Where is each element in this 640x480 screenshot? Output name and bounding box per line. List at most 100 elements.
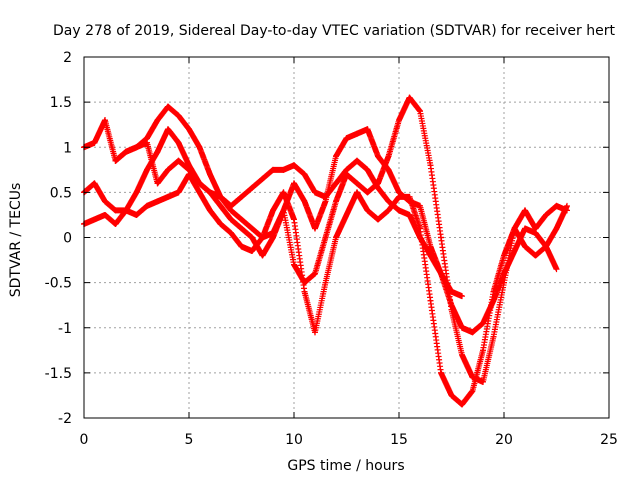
data-point bbox=[280, 207, 287, 214]
data-point bbox=[249, 184, 255, 191]
data-point bbox=[291, 216, 297, 223]
data-point bbox=[469, 387, 476, 394]
y-tick-label: 1 bbox=[63, 140, 72, 156]
data-point bbox=[175, 139, 182, 146]
data-point bbox=[144, 202, 150, 209]
data-point bbox=[196, 144, 203, 151]
data-point bbox=[312, 329, 318, 336]
data-point bbox=[438, 369, 444, 376]
data-point bbox=[354, 180, 360, 187]
data-point bbox=[375, 184, 381, 191]
data-point bbox=[364, 189, 371, 196]
data-point bbox=[270, 234, 276, 241]
x-tick-label: 15 bbox=[390, 432, 408, 448]
series-arc-a bbox=[81, 103, 465, 300]
data-point bbox=[343, 211, 350, 218]
data-point bbox=[322, 193, 329, 200]
data-point bbox=[385, 153, 392, 160]
data-point bbox=[133, 211, 140, 218]
y-tick-label: -1 bbox=[58, 321, 72, 337]
data-point bbox=[354, 130, 360, 137]
data-point bbox=[175, 112, 182, 119]
series-arc-d bbox=[112, 139, 560, 336]
x-axis-label: GPS time / hours bbox=[287, 458, 404, 474]
data-point bbox=[228, 202, 234, 209]
y-axis-label: SDTVAR / TECUs bbox=[8, 183, 24, 298]
data-point bbox=[291, 261, 297, 268]
data-point bbox=[228, 216, 234, 223]
data-point bbox=[165, 166, 171, 173]
data-point bbox=[501, 270, 507, 277]
data-point bbox=[438, 234, 444, 241]
data-point bbox=[459, 401, 465, 408]
data-point bbox=[123, 207, 129, 214]
data-point bbox=[238, 216, 245, 223]
data-point bbox=[91, 216, 98, 223]
data-point bbox=[427, 243, 434, 250]
data-point bbox=[427, 297, 434, 304]
data-point bbox=[417, 108, 423, 115]
data-point bbox=[312, 270, 318, 277]
data-point bbox=[154, 148, 161, 155]
data-point bbox=[438, 270, 444, 277]
data-point bbox=[385, 207, 392, 214]
x-tick-label: 25 bbox=[600, 432, 618, 448]
data-point bbox=[448, 302, 455, 309]
data-point bbox=[406, 211, 413, 218]
chart-title: Day 278 of 2019, Sidereal Day-to-day VTE… bbox=[53, 23, 615, 39]
data-point bbox=[186, 126, 192, 133]
data-point bbox=[522, 225, 528, 232]
data-point bbox=[522, 207, 528, 214]
data-point bbox=[469, 329, 476, 336]
data-point bbox=[249, 225, 255, 232]
data-point bbox=[480, 320, 486, 327]
data-point bbox=[396, 207, 402, 214]
data-point bbox=[543, 243, 549, 250]
data-point bbox=[312, 189, 318, 196]
data-point bbox=[511, 225, 518, 232]
data-point bbox=[501, 252, 507, 259]
data-point bbox=[207, 189, 213, 196]
data-point bbox=[301, 198, 308, 205]
data-point bbox=[102, 117, 108, 124]
data-point bbox=[543, 211, 549, 218]
data-point bbox=[154, 198, 161, 205]
y-tick-label: 2 bbox=[63, 50, 72, 66]
data-point bbox=[490, 333, 497, 340]
data-point bbox=[259, 252, 266, 259]
data-point bbox=[375, 216, 381, 223]
data-point bbox=[343, 166, 350, 173]
data-point bbox=[532, 229, 539, 236]
data-point bbox=[480, 347, 486, 354]
data-point bbox=[553, 266, 560, 273]
data-point bbox=[333, 198, 339, 205]
data-point bbox=[553, 202, 560, 209]
data-point bbox=[133, 144, 140, 151]
data-point bbox=[396, 117, 402, 124]
data-point bbox=[196, 180, 203, 187]
data-point bbox=[175, 189, 182, 196]
data-point bbox=[354, 189, 360, 196]
data-point bbox=[333, 153, 339, 160]
data-point bbox=[406, 94, 413, 101]
data-point bbox=[301, 171, 308, 178]
data-point bbox=[259, 234, 266, 241]
data-point bbox=[133, 189, 140, 196]
x-tick-label: 20 bbox=[495, 432, 513, 448]
data-point bbox=[322, 234, 329, 241]
data-point bbox=[91, 139, 98, 146]
data-point bbox=[112, 207, 119, 214]
data-point bbox=[406, 193, 413, 200]
data-point bbox=[322, 279, 329, 286]
data-point bbox=[217, 220, 224, 227]
data-point bbox=[217, 193, 224, 200]
data-point bbox=[217, 202, 224, 209]
data-point bbox=[396, 193, 402, 200]
data-point bbox=[165, 103, 171, 110]
y-tick-label: -2 bbox=[58, 411, 72, 427]
data-point bbox=[385, 198, 392, 205]
data-point bbox=[280, 166, 287, 173]
data-point bbox=[270, 166, 276, 173]
data-point bbox=[144, 166, 150, 173]
